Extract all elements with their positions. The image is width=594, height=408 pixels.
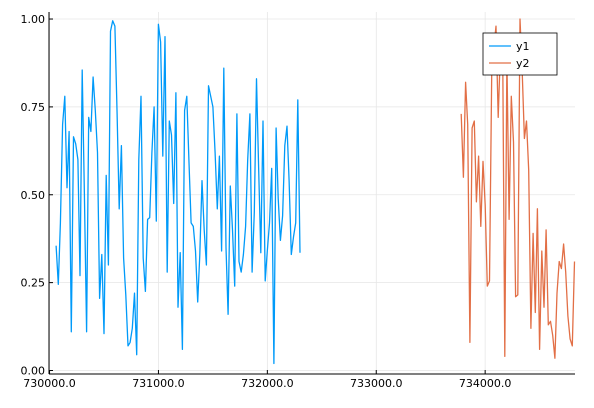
y-tick-label: 0.25 [21,277,46,290]
x-tick-label: 730000.0 [23,377,76,390]
legend-label-y1: y1 [516,40,530,53]
axes: 730000.0 731000.0 732000.0 733000.0 734000.0… [21,12,575,390]
x-tick-label: 733000.0 [350,377,403,390]
series-line-y2 [460,18,576,359]
x-tick-label: 731000.0 [132,377,185,390]
y-tick-label: 0.00 [21,364,46,377]
legend-box [482,32,558,76]
y-tick-label: 0.75 [21,101,46,114]
series-layer [55,18,576,365]
y-tick-label: 1.00 [21,13,46,26]
x-tick-label: 734000.0 [459,377,512,390]
series-line-y1 [55,20,301,365]
x-tick-label: 732000.0 [241,377,294,390]
legend-label-y2: y2 [516,57,530,70]
y-tick-label: 0.50 [21,189,46,202]
